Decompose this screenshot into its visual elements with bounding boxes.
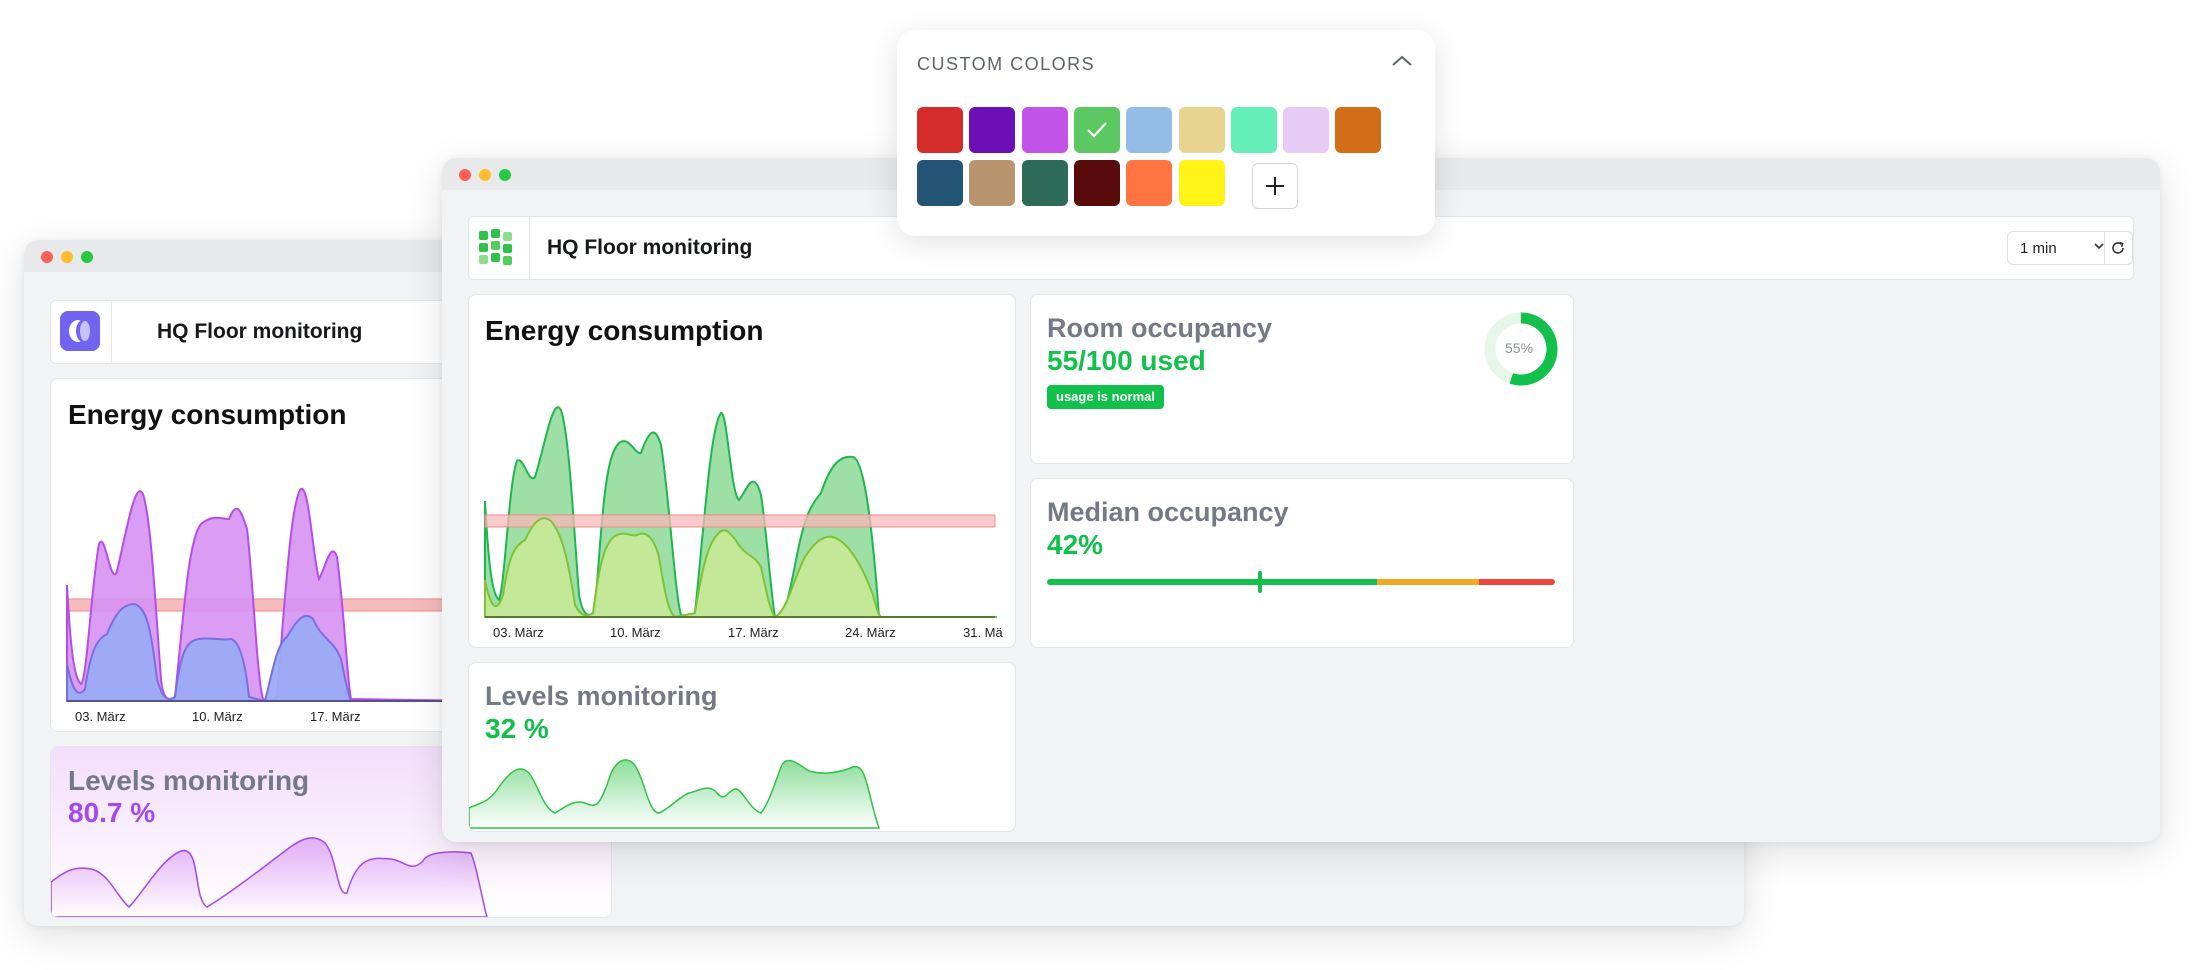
back-series-blue: [66, 602, 487, 703]
minimize-dot[interactable]: [479, 169, 491, 181]
color-swatch[interactable]: [1335, 107, 1382, 153]
color-swatch[interactable]: [1230, 107, 1277, 153]
front-energy-card: Energy consumption 03. März 10. März 17.…: [468, 294, 1016, 648]
front-x-tick: 17. März: [728, 625, 779, 640]
color-swatch[interactable]: [969, 107, 1016, 153]
back-levels-line: [51, 837, 488, 917]
custom-colors-title: CUSTOM COLORS: [917, 54, 1096, 74]
front-series-light-green: [484, 517, 997, 619]
close-dot[interactable]: [41, 251, 53, 263]
front-window: HQ Floor monitoring 1 min Energy consump…: [442, 158, 2160, 842]
room-occupancy-card: Room occupancy 55/100 used usage is norm…: [1030, 294, 1574, 464]
median-occupancy-value: 42%: [1047, 529, 1104, 560]
median-occupancy-title: Median occupancy: [1047, 497, 1289, 527]
chevron-down-icon: [2092, 239, 2106, 258]
color-swatch[interactable]: [1126, 160, 1173, 206]
color-swatch[interactable]: [1021, 160, 1068, 206]
interval-select[interactable]: 1 min: [2007, 231, 2133, 265]
color-swatch[interactable]: [1126, 107, 1173, 153]
color-swatch[interactable]: [1021, 107, 1068, 153]
color-swatch[interactable]: [969, 160, 1016, 206]
front-energy-title: Energy consumption: [485, 315, 764, 346]
back-energy-title: Energy consumption: [68, 399, 347, 430]
ring-label: 55%: [1505, 340, 1534, 356]
add-color-button[interactable]: [1252, 163, 1298, 209]
color-swatch[interactable]: [1178, 107, 1225, 153]
occupancy-ring: [1484, 312, 1558, 386]
front-x-tick: 03. März: [493, 625, 544, 640]
back-x-tick: 03. März: [75, 709, 126, 724]
front-levels-chart: [469, 759, 881, 829]
front-page-title: HQ Floor monitoring: [547, 236, 753, 259]
back-energy-chart: [66, 487, 488, 703]
back-page-title: HQ Floor monitoring: [157, 320, 363, 343]
back-x-tick: 17. März: [310, 709, 361, 724]
color-swatch[interactable]: [917, 107, 963, 153]
interval-value: 1 min: [2020, 240, 2057, 257]
refresh-icon[interactable]: [2109, 239, 2127, 262]
front-levels-line: [469, 759, 881, 829]
front-x-tick: 31. Mä: [963, 625, 1003, 640]
check-icon: [1085, 119, 1109, 146]
color-swatch[interactable]: [1073, 107, 1120, 153]
color-swatch[interactable]: [917, 160, 963, 206]
threshold-band: [484, 514, 996, 528]
back-levels-title: Levels monitoring: [68, 765, 310, 796]
chevron-up-icon[interactable]: [1389, 52, 1415, 75]
grid-logo-icon: [479, 229, 517, 267]
close-dot[interactable]: [459, 169, 471, 181]
occupancy-gauge-bar: [1047, 579, 1555, 585]
median-occupancy-card: Median occupancy 42%: [1030, 478, 1574, 648]
color-swatch[interactable]: [1073, 160, 1120, 206]
maximize-dot[interactable]: [81, 251, 93, 263]
front-x-tick: 10. März: [610, 625, 661, 640]
plus-icon: [1264, 175, 1286, 202]
room-occupancy-value: 55/100 used: [1047, 345, 1206, 376]
status-badge: usage is normal: [1047, 385, 1164, 409]
minimize-dot[interactable]: [61, 251, 73, 263]
app-logo-icon: [60, 311, 100, 351]
maximize-dot[interactable]: [499, 169, 511, 181]
custom-colors-popup: CUSTOM COLORS: [897, 30, 1435, 236]
front-x-tick: 24. März: [845, 625, 896, 640]
color-swatch[interactable]: [1283, 107, 1330, 153]
color-swatch[interactable]: [1178, 160, 1225, 206]
front-levels-value: 32 %: [485, 713, 549, 744]
gauge-marker: [1258, 571, 1263, 593]
front-levels-card: Levels monitoring 32 %: [468, 662, 1016, 832]
room-occupancy-title: Room occupancy: [1047, 313, 1273, 343]
back-x-tick: 10. März: [192, 709, 243, 724]
front-energy-chart: [484, 406, 997, 619]
front-levels-title: Levels monitoring: [485, 681, 718, 711]
back-levels-value: 80.7 %: [68, 797, 156, 828]
